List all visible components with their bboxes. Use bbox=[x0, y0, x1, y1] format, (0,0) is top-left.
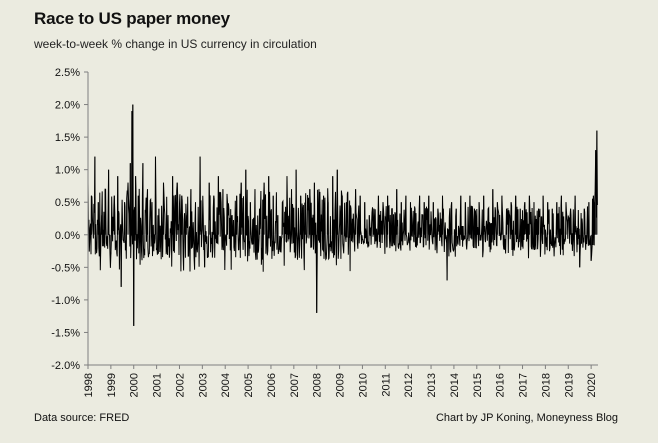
y-tick-label: 0.5% bbox=[55, 197, 80, 209]
x-tick-label: 2008 bbox=[312, 373, 324, 397]
x-tick-label: 2009 bbox=[335, 373, 347, 397]
x-tick-label: 2005 bbox=[243, 373, 255, 397]
x-tick-label: 2018 bbox=[540, 373, 552, 397]
chart-credit: Chart by JP Koning, Moneyness Blog bbox=[435, 412, 618, 424]
x-tick-label: 2016 bbox=[495, 373, 507, 397]
x-tick-label: 2019 bbox=[563, 373, 575, 397]
x-tick-label: 2001 bbox=[152, 373, 164, 397]
y-tick-label: 2.5% bbox=[55, 67, 80, 79]
x-tick-label: 2004 bbox=[220, 373, 232, 397]
series-line bbox=[87, 104, 598, 326]
y-tick-label: -2.0% bbox=[51, 360, 80, 372]
x-tick-label: 2017 bbox=[518, 373, 530, 397]
y-axis: 2.5% 2.0% 1.5% 1.0% 0.5% 0.0% -0.5% -1.0% -1.5% -… bbox=[51, 67, 88, 372]
x-tick-label: 2020 bbox=[586, 373, 598, 397]
x-tick-label: 2012 bbox=[403, 373, 415, 397]
x-tick-label: 1999 bbox=[106, 373, 118, 397]
y-tick-label: -0.5% bbox=[51, 262, 80, 274]
x-tick-label: 2006 bbox=[266, 373, 278, 397]
x-tick-label: 2015 bbox=[472, 373, 484, 397]
y-tick-label: -1.5% bbox=[51, 327, 80, 339]
x-tick-label: 2011 bbox=[380, 373, 392, 397]
x-tick-label: 2007 bbox=[289, 373, 301, 397]
x-tick-label: 2010 bbox=[357, 373, 369, 397]
y-tick-label: 0.0% bbox=[55, 230, 80, 242]
y-tick-label: 1.5% bbox=[55, 132, 80, 144]
chart-subtitle: week-to-week % change in US currency in … bbox=[34, 37, 317, 51]
x-tick-label: 2000 bbox=[129, 373, 141, 397]
x-axis: 1998 1999 2000 2001 2002 2003 2004 2005 2006 2007… bbox=[83, 365, 598, 397]
x-tick-label: 2002 bbox=[174, 373, 186, 397]
x-tick-label: 2003 bbox=[197, 373, 209, 397]
y-tick-label: -1.0% bbox=[51, 295, 80, 307]
x-tick-label: 2014 bbox=[449, 373, 461, 397]
data-source: Data source: FRED bbox=[34, 412, 130, 424]
chart-title: Race to US paper money bbox=[34, 9, 230, 28]
y-tick-label: 1.0% bbox=[55, 165, 80, 177]
x-tick-label: 2013 bbox=[426, 373, 438, 397]
x-tick-label: 1998 bbox=[83, 373, 95, 397]
y-tick-label: 2.0% bbox=[55, 100, 80, 112]
